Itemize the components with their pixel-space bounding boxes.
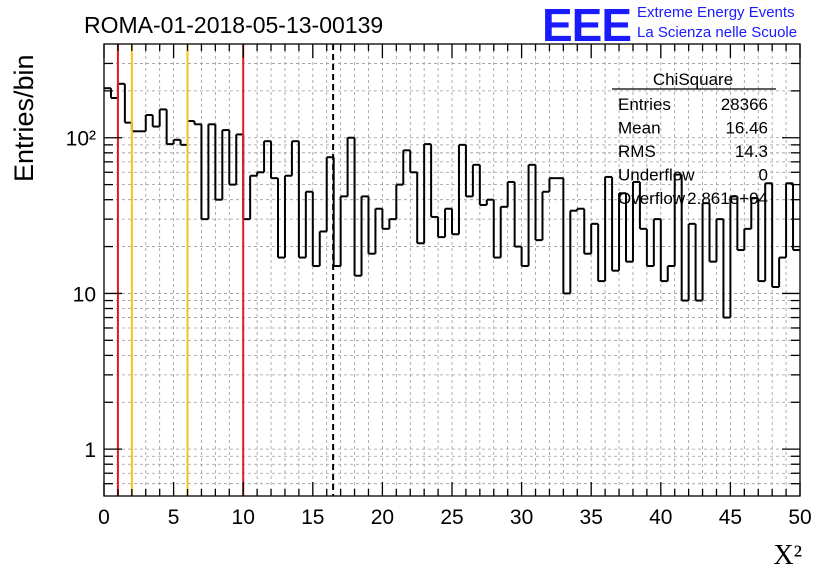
y-axis-label: Entries/bin — [9, 54, 39, 182]
stats-box-title: ChiSquare — [653, 70, 733, 89]
eee-logo-line1: Extreme Energy Events — [637, 4, 795, 21]
stats-row-label: Overflow — [618, 189, 686, 208]
x-tick-label: 45 — [719, 506, 742, 529]
stats-row-value: 14.3 — [735, 142, 768, 161]
x-tick-label: 25 — [440, 506, 463, 529]
x-tick-label: 30 — [510, 506, 533, 529]
eee-logo-mark: EEE — [542, 0, 632, 51]
stats-row-label: RMS — [618, 142, 656, 161]
x-tick-label: 50 — [788, 506, 811, 529]
x-tick-label: 20 — [371, 506, 394, 529]
stats-row-value: 16.46 — [725, 119, 768, 138]
chart-title: ROMA-01-2018-05-13-00139 — [84, 12, 383, 38]
stats-row-value: 28366 — [721, 95, 768, 114]
reference-lines — [116, 44, 335, 496]
y-tick-label: 10 — [73, 283, 96, 306]
stats-row-label: Entries — [618, 95, 671, 114]
y-tick-label: 1 — [84, 439, 96, 462]
stats-row-value: 2.861e+04 — [687, 189, 768, 208]
x-axis-label: X² — [773, 540, 802, 571]
stats-box: ChiSquare Entries 28366 Mean 16.46 RMS 14.3 Un… — [612, 70, 776, 208]
histogram-bins — [104, 82, 800, 319]
x-tick-label: 35 — [580, 506, 603, 529]
x-tick-label: 10 — [232, 506, 255, 529]
y-tick-label: 10² — [66, 128, 96, 151]
stats-row-label: Mean — [618, 119, 661, 138]
x-tick-label: 15 — [301, 506, 324, 529]
x-tick-label: 40 — [649, 506, 672, 529]
x-tick-label: 0 — [98, 506, 110, 529]
axis-ticks — [103, 44, 801, 496]
eee-logo-line2: La Scienza nelle Scuole — [637, 24, 798, 41]
y-tick-labels: 1 10 10² — [66, 128, 96, 462]
stats-box-rows: Entries 28366 Mean 16.46 RMS 14.3 Underflow 0 Ov… — [618, 95, 768, 208]
stats-row-label: Underflow — [618, 166, 695, 185]
x-tick-labels: 0 5 10 15 20 25 30 35 40 45 50 — [98, 506, 812, 529]
stats-row-value: 0 — [759, 166, 768, 185]
x-tick-label: 5 — [168, 506, 180, 529]
